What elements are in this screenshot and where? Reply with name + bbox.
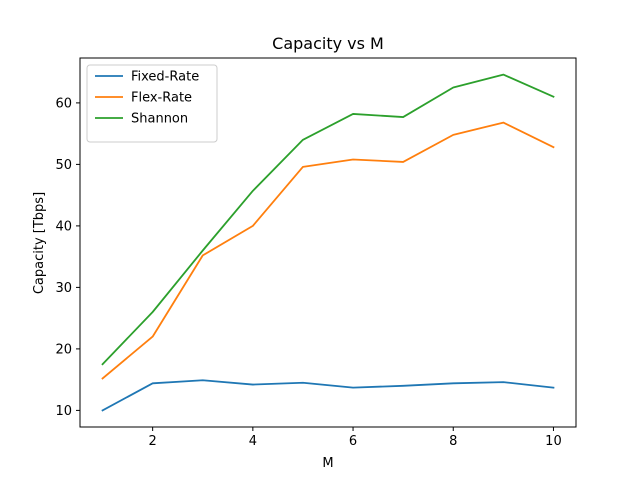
x-tick-label: 10 <box>545 434 562 449</box>
x-tick-label: 8 <box>449 434 457 449</box>
legend-label: Shannon <box>131 112 188 127</box>
y-tick-label: 30 <box>55 281 72 296</box>
legend-label: Fixed-Rate <box>131 70 199 85</box>
y-tick-label: 20 <box>55 342 72 357</box>
x-tick-label: 4 <box>249 434 257 449</box>
legend-box <box>86 64 218 143</box>
series-line-fixed-rate <box>101 379 555 412</box>
x-tick-label: 2 <box>149 434 157 449</box>
x-tick-label: 6 <box>349 434 357 449</box>
legend-label: Flex-Rate <box>131 91 192 106</box>
x-axis-title: M <box>322 456 333 471</box>
y-tick-label: 50 <box>55 158 72 173</box>
series-line-shannon <box>101 73 555 366</box>
plot-area: 2 4 6 8 10 10 20 30 40 50 60 <box>55 57 577 449</box>
chart-title: Capacity vs M <box>272 34 384 53</box>
series-line-flex-rate <box>101 121 555 380</box>
y-tick-label: 10 <box>55 404 72 419</box>
y-tick-label: 60 <box>55 96 72 111</box>
y-tick-label: 40 <box>55 219 72 234</box>
y-axis-title: Capacity [Tbps] <box>32 192 47 294</box>
legend: Fixed-Rate Flex-Rate Shannon <box>86 64 218 143</box>
axes-frame <box>79 57 577 428</box>
